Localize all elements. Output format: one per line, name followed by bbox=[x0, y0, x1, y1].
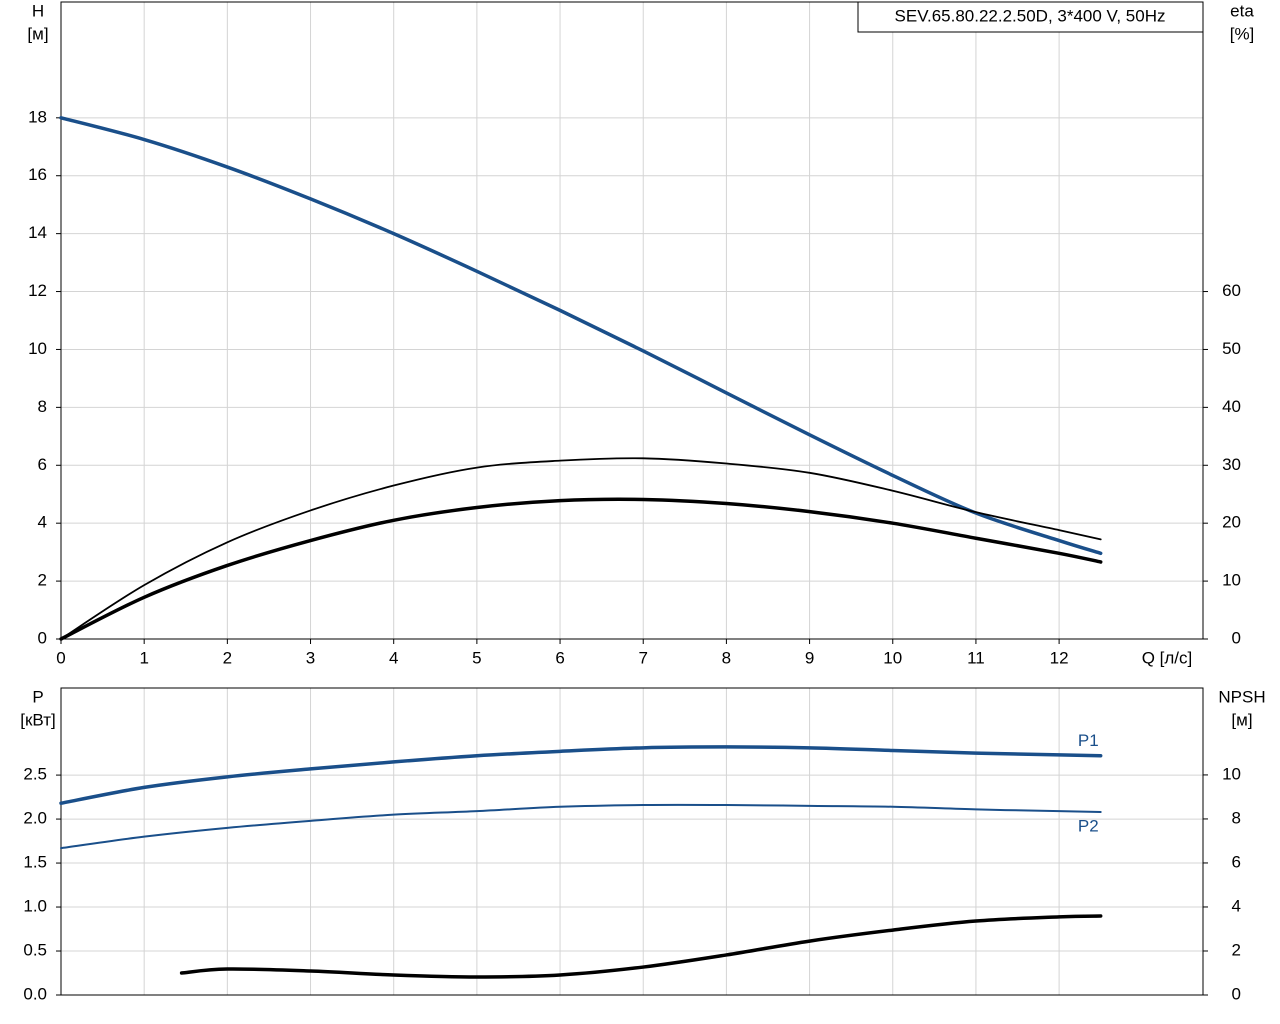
x-tick-label: 5 bbox=[472, 648, 481, 667]
series-line bbox=[59, 497, 1103, 641]
y2-tick-label: 6 bbox=[1232, 852, 1241, 871]
y-axis-label: [м] bbox=[27, 24, 48, 43]
series-line bbox=[60, 457, 1102, 640]
y-axis-label: [кВт] bbox=[20, 710, 55, 729]
x-tick-label: 12 bbox=[1050, 648, 1069, 667]
x-tick-label: 3 bbox=[306, 648, 315, 667]
y-tick-label: 6 bbox=[38, 455, 47, 474]
y-tick-label: 1.5 bbox=[23, 853, 47, 872]
y-tick-label: 10 bbox=[28, 339, 47, 358]
y2-tick-label: 4 bbox=[1232, 896, 1241, 915]
y-tick-label: 0.5 bbox=[23, 941, 47, 960]
x-tick-label: 10 bbox=[883, 648, 902, 667]
y2-tick-label: 8 bbox=[1232, 808, 1241, 827]
x-axis-label: Q [л/с] bbox=[1142, 648, 1193, 667]
y-tick-label: 0 bbox=[38, 628, 47, 647]
x-tick-label: 6 bbox=[555, 648, 564, 667]
y2-axis-label: [%] bbox=[1230, 24, 1255, 43]
series-line bbox=[59, 116, 1103, 556]
series-label: P1 bbox=[1078, 731, 1099, 750]
y-tick-label: 16 bbox=[28, 165, 47, 184]
y-tick-label: 4 bbox=[38, 513, 47, 532]
x-tick-label: 1 bbox=[139, 648, 148, 667]
series-label: P2 bbox=[1078, 817, 1099, 836]
y-tick-label: 12 bbox=[28, 281, 47, 300]
y2-tick-label: 10 bbox=[1222, 764, 1241, 783]
y-tick-label: 14 bbox=[28, 223, 47, 242]
x-tick-label: 9 bbox=[805, 648, 814, 667]
y2-tick-label: 30 bbox=[1222, 455, 1241, 474]
y-tick-label: 0.0 bbox=[23, 984, 47, 1003]
y2-tick-label: 10 bbox=[1222, 571, 1241, 590]
y2-tick-label: 2 bbox=[1232, 940, 1241, 959]
chart-title: SEV.65.80.22.2.50D, 3*400 V, 50Hz bbox=[895, 6, 1166, 25]
y2-tick-label: 0 bbox=[1232, 628, 1241, 647]
x-tick-label: 4 bbox=[389, 648, 398, 667]
y2-tick-label: 0 bbox=[1232, 984, 1241, 1003]
series-line bbox=[60, 803, 1102, 850]
y-tick-label: 2.5 bbox=[23, 765, 47, 784]
y2-tick-label: 20 bbox=[1222, 513, 1241, 532]
y2-axis-label: [м] bbox=[1231, 710, 1252, 729]
y2-axis-label: NPSH bbox=[1218, 687, 1265, 706]
y2-axis-label: eta bbox=[1230, 1, 1254, 20]
y-axis-label: P bbox=[32, 687, 43, 706]
y-tick-label: 2 bbox=[38, 571, 47, 590]
series-line bbox=[59, 745, 1103, 805]
y-tick-label: 8 bbox=[38, 397, 47, 416]
y-tick-label: 18 bbox=[28, 107, 47, 126]
y2-tick-label: 50 bbox=[1222, 339, 1241, 358]
x-tick-label: 2 bbox=[223, 648, 232, 667]
title-box: SEV.65.80.22.2.50D, 3*400 V, 50Hz bbox=[857, 1, 1204, 33]
y2-tick-label: 40 bbox=[1222, 397, 1241, 416]
y-tick-label: 2.0 bbox=[23, 809, 47, 828]
x-tick-label: 7 bbox=[638, 648, 647, 667]
series-line bbox=[179, 914, 1103, 979]
x-tick-label: 11 bbox=[967, 648, 985, 667]
x-tick-label: 0 bbox=[56, 648, 65, 667]
y-tick-label: 1.0 bbox=[23, 897, 47, 916]
y2-tick-label: 60 bbox=[1222, 281, 1241, 300]
title-frame bbox=[857, 1, 1204, 33]
plot-frame bbox=[60, 687, 1204, 996]
x-tick-label: 8 bbox=[722, 648, 731, 667]
plot-frame bbox=[60, 1, 1204, 640]
y-axis-label: H bbox=[32, 1, 44, 20]
